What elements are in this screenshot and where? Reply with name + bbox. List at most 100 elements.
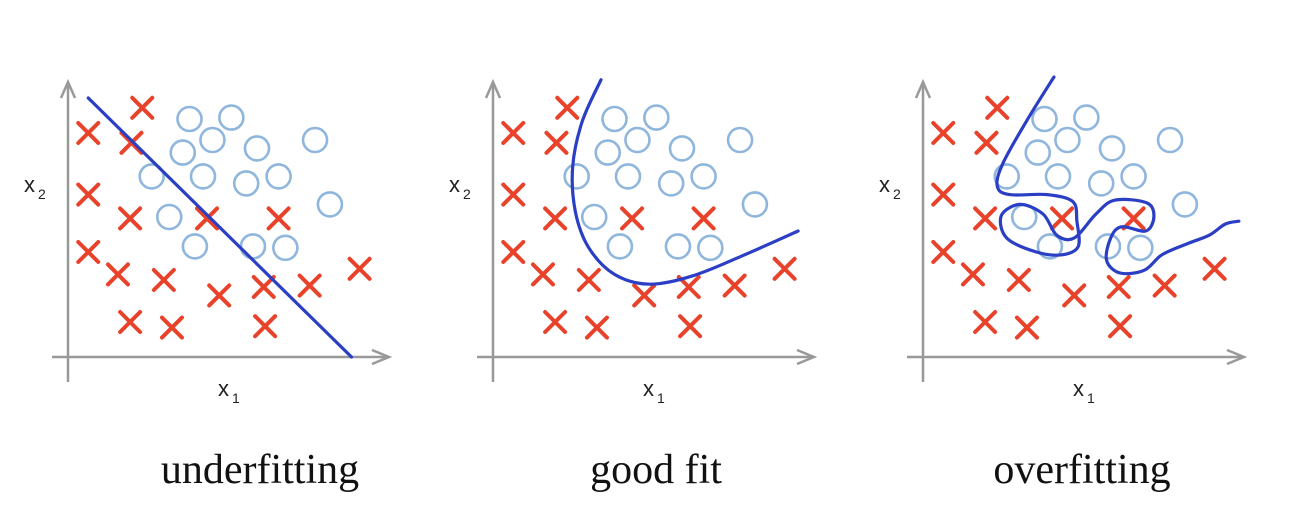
circle-point <box>1156 126 1184 154</box>
y-axis-subscript: 2 <box>463 186 471 202</box>
y-axis-label: x <box>449 172 460 197</box>
y-axis-arrow <box>59 78 77 99</box>
cross-point <box>1014 315 1039 340</box>
y-axis-arrow <box>914 78 932 99</box>
cross-point <box>1050 206 1075 231</box>
cross-point <box>530 262 555 287</box>
x-axis-label: x <box>643 376 654 401</box>
circle-point <box>1044 163 1072 190</box>
decision-boundary <box>995 75 1241 276</box>
circle-point <box>301 126 329 154</box>
cross-point <box>632 283 657 308</box>
circle-point <box>272 234 299 262</box>
cross-point <box>76 121 101 145</box>
circle-point <box>1073 104 1100 131</box>
circle-point <box>1098 135 1126 162</box>
cross-point <box>1108 314 1133 339</box>
x-axis-subscript: 1 <box>657 390 665 406</box>
cross-point <box>266 206 291 231</box>
cross-point <box>772 256 797 281</box>
circle-point <box>624 126 651 154</box>
circle-point <box>726 126 754 154</box>
x-axis-arrow <box>371 348 393 366</box>
circle-point <box>1094 233 1122 260</box>
circle-point <box>218 104 245 131</box>
cross-point <box>1152 273 1177 298</box>
cross-point <box>501 182 526 207</box>
x-axis-label: x <box>1073 376 1084 401</box>
cross-point <box>253 314 278 339</box>
y-axis-label: x <box>879 172 890 197</box>
circle-point <box>1036 233 1064 260</box>
cross-point <box>159 315 184 340</box>
cross-point <box>960 262 985 287</box>
y-axis-label: x <box>24 172 35 197</box>
cross-point <box>251 275 276 299</box>
circle-point <box>232 170 260 197</box>
cross-point <box>931 182 956 207</box>
cross-point <box>501 240 526 264</box>
cross-point <box>1062 283 1087 308</box>
circle-point <box>690 163 717 190</box>
panel-overfitting: x 2x 1 <box>879 75 1248 406</box>
y-axis-arrow <box>484 78 502 99</box>
decision-boundary <box>86 96 354 359</box>
cross-point <box>973 310 998 334</box>
cross-point <box>678 314 703 339</box>
circle-point <box>741 191 769 218</box>
circle-point <box>657 170 685 197</box>
cross-point <box>722 273 747 298</box>
cross-point <box>1006 268 1031 292</box>
circle-point <box>243 135 271 162</box>
cross-point <box>1121 206 1146 231</box>
cross-point <box>195 206 220 231</box>
x-axis-arrow <box>796 348 818 366</box>
circle-point <box>1031 105 1058 133</box>
circle-point <box>580 203 608 231</box>
circle-point <box>993 163 1020 190</box>
circle-point <box>594 139 622 166</box>
panel-underfitting: x 2x 1 <box>24 78 393 406</box>
circle-point <box>169 139 197 166</box>
circle-point <box>614 163 642 190</box>
circle-point <box>181 233 209 260</box>
circle-point <box>606 233 634 260</box>
circle-point <box>664 233 692 260</box>
circle-point <box>1024 139 1052 166</box>
cross-point <box>931 240 956 264</box>
cross-point <box>118 206 143 231</box>
cross-point <box>207 283 232 308</box>
decision-boundary <box>570 78 800 286</box>
cross-point <box>691 206 716 231</box>
cross-point <box>543 206 568 231</box>
cross-point <box>543 310 568 334</box>
cross-point <box>151 268 176 292</box>
cross-point <box>130 95 155 120</box>
circle-point <box>189 163 217 190</box>
cross-point <box>973 206 998 231</box>
circle-point <box>239 233 267 260</box>
circle-point <box>601 105 628 133</box>
cross-point <box>118 310 143 334</box>
circle-point <box>1120 163 1147 190</box>
circle-point <box>1127 234 1154 262</box>
cross-point <box>347 256 372 281</box>
x-axis-subscript: 1 <box>1087 390 1095 406</box>
circle-point <box>199 126 226 154</box>
caption-overfitting: overfitting <box>993 447 1171 493</box>
cross-point <box>76 240 101 264</box>
cross-point <box>76 182 101 207</box>
circle-point <box>176 105 203 133</box>
circle-point <box>1054 126 1081 154</box>
circle-point <box>697 234 724 262</box>
caption-good-fit: good fit <box>590 447 722 493</box>
cross-point <box>576 268 601 292</box>
circle-point <box>138 163 165 190</box>
cross-point <box>544 130 569 155</box>
circle-point <box>316 191 344 218</box>
panel-good-fit: x 2x 1 <box>449 78 818 406</box>
circle-point <box>155 203 183 231</box>
cross-point <box>620 206 645 231</box>
cross-point <box>1202 256 1227 281</box>
